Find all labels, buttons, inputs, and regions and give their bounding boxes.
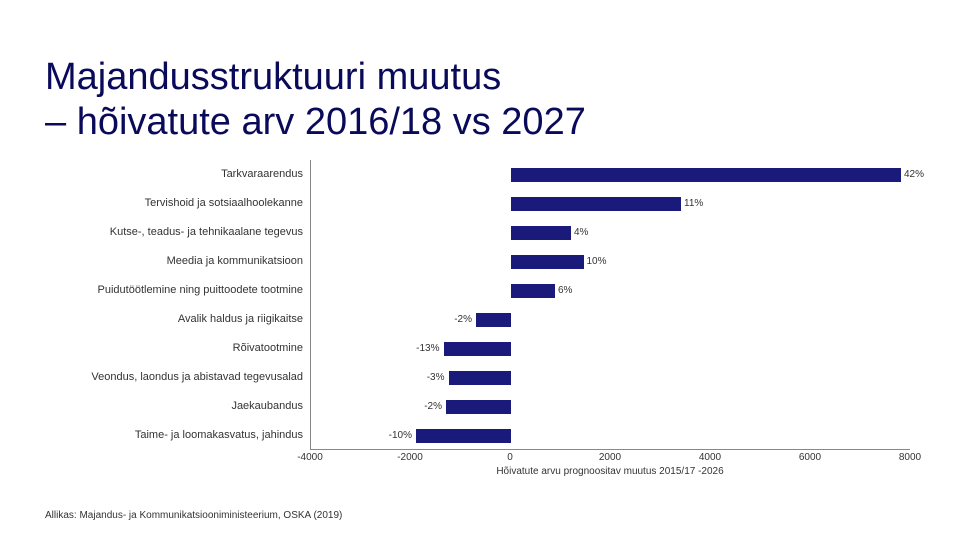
value-label: 4% xyxy=(574,226,588,240)
value-label: -13% xyxy=(416,342,439,356)
x-tick: -4000 xyxy=(297,452,323,463)
category-label: Rõivatootmine xyxy=(35,334,303,363)
x-tick: 6000 xyxy=(799,452,821,463)
category-label: Tervishoid ja sotsiaalhoolekanne xyxy=(35,189,303,218)
source-text: Allikas: Majandus- ja Kommunikatsioonimi… xyxy=(45,510,342,521)
category-label: Jaekaubandus xyxy=(35,392,303,421)
value-label: 11% xyxy=(684,197,703,211)
bar xyxy=(511,284,555,298)
value-label: -10% xyxy=(389,429,412,443)
value-label: 42% xyxy=(904,168,924,182)
bar xyxy=(444,342,512,356)
title-line2: – hõivatute arv 2016/18 vs 2027 xyxy=(45,101,586,143)
bar xyxy=(476,313,511,327)
value-label: -3% xyxy=(427,371,445,385)
x-tick: 4000 xyxy=(699,452,721,463)
bar xyxy=(511,197,681,211)
value-label: -2% xyxy=(454,313,472,327)
x-tick: 8000 xyxy=(899,452,921,463)
bar xyxy=(511,255,584,269)
category-label: Puidutöötlemine ning puittoodete tootmin… xyxy=(35,276,303,305)
category-label: Veondus, laondus ja abistavad tegevusala… xyxy=(35,363,303,392)
x-tick: 2000 xyxy=(599,452,621,463)
chart: 42%11%4%10%6%-2%-13%-3%-2%-10% Hõivatute… xyxy=(35,160,915,480)
bar xyxy=(416,429,511,443)
bar xyxy=(511,168,901,182)
category-label: Tarkvaraarendus xyxy=(35,160,303,189)
title-line1: Majandusstruktuuri muutus xyxy=(45,56,501,98)
bar xyxy=(446,400,511,414)
x-tick: 0 xyxy=(507,452,513,463)
x-axis-label: Hõivatute arvu prognoositav muutus 2015/… xyxy=(310,466,910,477)
plot-area: 42%11%4%10%6%-2%-13%-3%-2%-10% xyxy=(310,160,910,450)
category-label: Avalik haldus ja riigikaitse xyxy=(35,305,303,334)
bar xyxy=(449,371,512,385)
category-label: Meedia ja kommunikatsioon xyxy=(35,247,303,276)
value-label: 10% xyxy=(587,255,607,269)
value-label: -2% xyxy=(424,400,442,414)
category-label: Kutse-, teadus- ja tehnikaalane tegevus xyxy=(35,218,303,247)
chart-title: Majandusstruktuuri muutus – hõivatute ar… xyxy=(45,55,586,145)
category-label: Taime- ja loomakasvatus, jahindus xyxy=(35,421,303,450)
value-label: 6% xyxy=(558,284,572,298)
x-tick: -2000 xyxy=(397,452,423,463)
bar xyxy=(511,226,571,240)
